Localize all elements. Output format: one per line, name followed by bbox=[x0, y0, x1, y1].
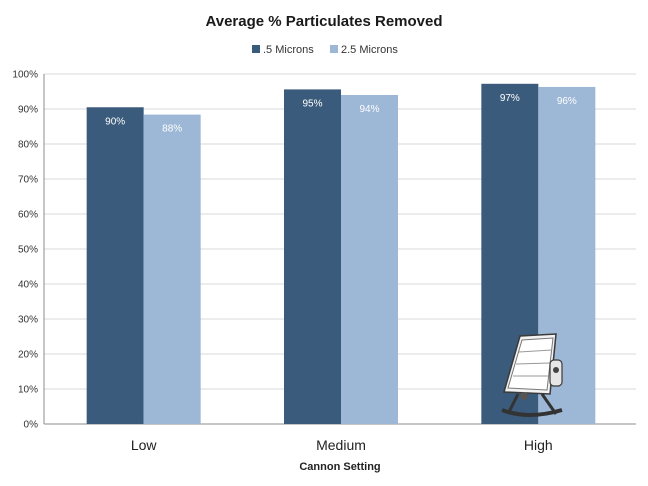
legend-swatch bbox=[252, 45, 260, 53]
x-axis-label: Cannon Setting bbox=[299, 461, 380, 473]
y-tick-label: 0% bbox=[24, 420, 39, 431]
bar-medium-series-1 bbox=[284, 89, 341, 425]
legend: .5 Microns 2.5 Microns bbox=[252, 44, 398, 56]
legend-label: .5 Microns bbox=[263, 44, 314, 56]
y-tick-label: 90% bbox=[18, 105, 38, 116]
legend-swatch bbox=[330, 45, 338, 53]
x-tick-label: Medium bbox=[316, 437, 366, 453]
y-axis-ticks: 0% 10% 20% 30% 40% 50% 60% 70% 80% 90% 100% bbox=[12, 70, 38, 431]
data-label: 97% bbox=[500, 93, 520, 104]
y-tick-label: 10% bbox=[18, 385, 38, 396]
x-axis-categories: Low Medium High bbox=[131, 437, 553, 453]
y-tick-label: 100% bbox=[12, 70, 38, 81]
y-tick-label: 20% bbox=[18, 350, 38, 361]
bar-low-series-1 bbox=[86, 107, 144, 424]
chart-title: Average % Particulates Removed bbox=[205, 13, 442, 30]
data-label: 90% bbox=[105, 116, 125, 127]
legend-label: 2.5 Microns bbox=[341, 44, 398, 56]
x-tick-label: High bbox=[524, 437, 553, 453]
y-tick-label: 80% bbox=[18, 140, 38, 151]
data-label: 96% bbox=[557, 96, 577, 107]
y-tick-label: 70% bbox=[18, 175, 38, 186]
data-label: 88% bbox=[162, 124, 182, 135]
y-tick-label: 60% bbox=[18, 210, 38, 221]
bar-low-series-2 bbox=[143, 114, 201, 424]
y-tick-label: 50% bbox=[18, 245, 38, 256]
y-tick-label: 40% bbox=[18, 280, 38, 291]
x-tick-label: Low bbox=[131, 437, 158, 453]
data-labels: 90% 88% 95% 94% 97% 96% bbox=[105, 93, 577, 135]
bars bbox=[86, 83, 596, 425]
y-tick-label: 30% bbox=[18, 315, 38, 326]
data-label: 94% bbox=[359, 104, 379, 115]
air-purifier-cannon-icon bbox=[501, 333, 563, 417]
data-label: 95% bbox=[302, 98, 322, 109]
bar-medium-series-2 bbox=[341, 95, 398, 424]
